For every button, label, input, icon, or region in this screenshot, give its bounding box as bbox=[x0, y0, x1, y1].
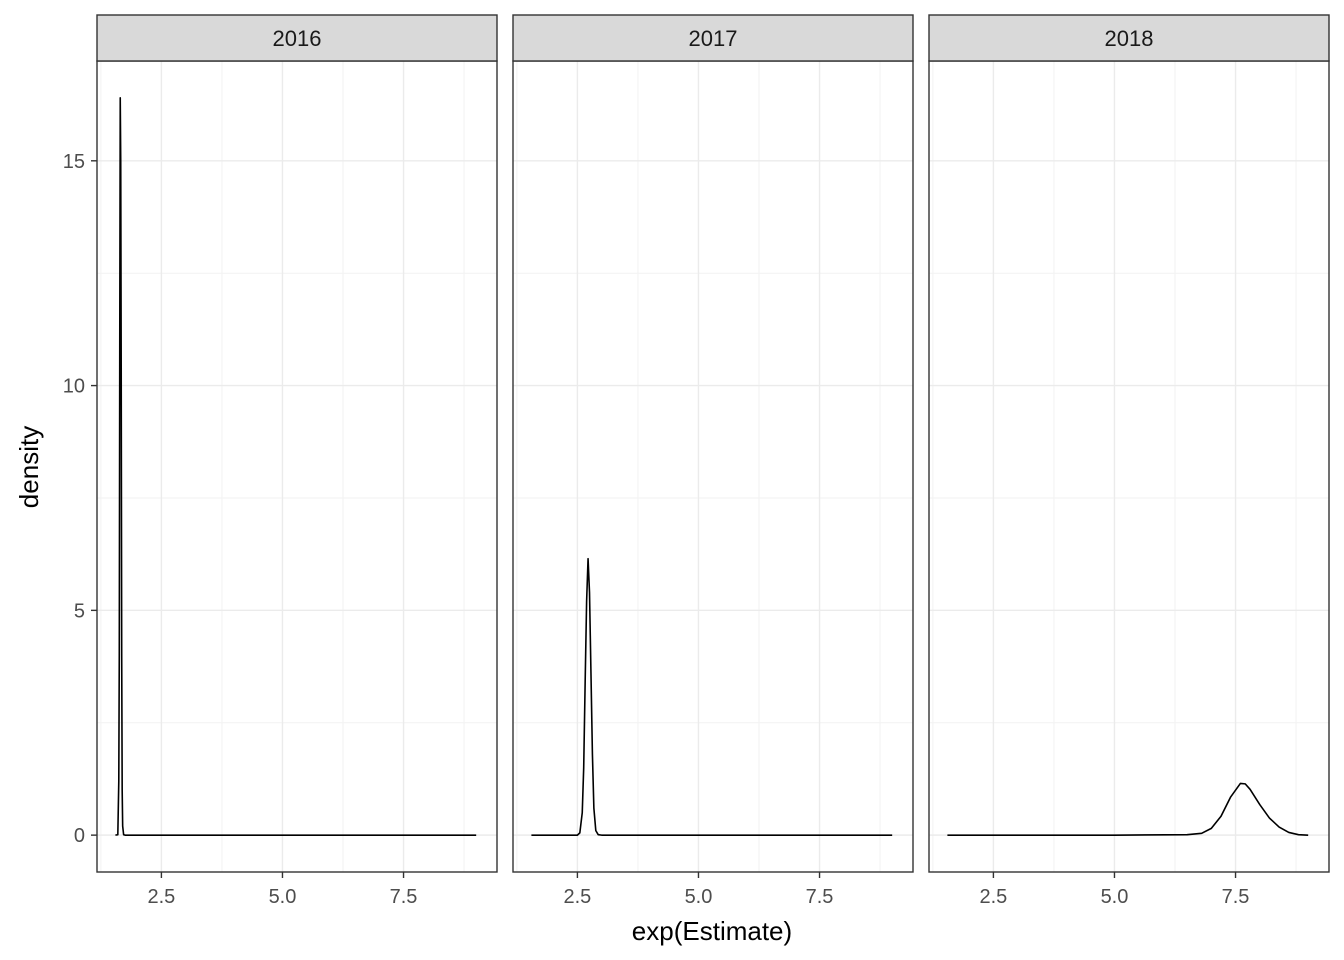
panel-background bbox=[97, 61, 497, 872]
x-tick-label: 7.5 bbox=[390, 886, 418, 908]
facet-strip bbox=[512, 14, 914, 62]
x-axis-2016: 2.5 5.0 7.5 bbox=[148, 872, 418, 908]
facet-strip-label: 2016 bbox=[273, 26, 322, 51]
x-tick-label: 2.5 bbox=[148, 886, 176, 908]
facet-panel-2016: 2016 bbox=[96, 14, 498, 873]
panel-background bbox=[513, 61, 913, 872]
panel-background bbox=[929, 61, 1329, 872]
facet-strip-label: 2018 bbox=[1105, 26, 1154, 51]
x-axis-2017: 2.5 5.0 7.5 bbox=[564, 872, 834, 908]
y-tick-label: 10 bbox=[63, 376, 85, 398]
facet-strip-label: 2017 bbox=[689, 26, 738, 51]
x-tick-label: 2.5 bbox=[980, 886, 1008, 908]
x-axes: 2.5 5.0 7.5 2.5 5.0 7.5 2.5 5.0 7.5 bbox=[148, 872, 1250, 908]
x-tick-label: 5.0 bbox=[269, 886, 297, 908]
y-tick-label: 15 bbox=[63, 151, 85, 173]
x-tick-label: 7.5 bbox=[806, 886, 834, 908]
x-axis-2018: 2.5 5.0 7.5 bbox=[980, 872, 1250, 908]
x-tick-label: 5.0 bbox=[685, 886, 713, 908]
y-axis-title: density bbox=[14, 426, 44, 508]
y-tick-label: 0 bbox=[74, 825, 85, 847]
facet-strip bbox=[928, 14, 1330, 62]
density-curve-2018 bbox=[947, 782, 1309, 836]
x-tick-label: 7.5 bbox=[1222, 886, 1250, 908]
x-axis-title: exp(Estimate) bbox=[632, 916, 792, 946]
facet-panels: 2016 2017 2018 bbox=[96, 14, 1330, 873]
density-curve-2016 bbox=[115, 97, 477, 836]
x-tick-label: 5.0 bbox=[1101, 886, 1129, 908]
facet-panel-2017: 2017 bbox=[512, 14, 914, 873]
x-tick-label: 2.5 bbox=[564, 886, 592, 908]
density-curve-2017 bbox=[531, 557, 893, 836]
y-tick-label: 5 bbox=[74, 600, 85, 622]
facet-panel-2018: 2018 bbox=[928, 14, 1330, 873]
y-axis: 0 5 10 15 bbox=[63, 151, 97, 847]
facet-strip bbox=[96, 14, 498, 62]
